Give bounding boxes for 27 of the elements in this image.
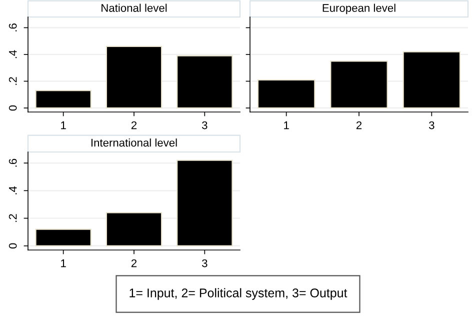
- x-tick-label: 2: [131, 121, 137, 130]
- x-tick-label: 1: [284, 121, 289, 130]
- chart-title: International level: [91, 138, 177, 147]
- y-tick-label: .2: [8, 77, 17, 85]
- chart-title: National level: [102, 4, 167, 12]
- y-tick-label: .2: [8, 214, 17, 222]
- y-tick-label: 0: [8, 105, 17, 111]
- bar: [35, 90, 92, 109]
- x-tick-label: 3: [202, 121, 208, 130]
- x-tick-label: 1: [61, 121, 66, 130]
- bar: [106, 212, 162, 246]
- x-tick-label: 2: [131, 259, 137, 268]
- bar: [106, 46, 162, 109]
- x-tick-label: 3: [202, 259, 208, 268]
- bar: [176, 160, 233, 246]
- text: 1= Input, 2= Political system, 3= Output: [130, 288, 348, 300]
- chart-title: European level: [322, 4, 396, 14]
- bar: [35, 228, 92, 246]
- x-tick-label: 1: [61, 259, 66, 268]
- y-tick-label: .4: [9, 50, 17, 58]
- y-tick-label: .6: [8, 158, 17, 167]
- y-tick-label: .6: [8, 24, 17, 32]
- y-tick-label: .4: [9, 186, 17, 194]
- x-tick-label: 2: [356, 121, 362, 130]
- y-tick-label: 0: [8, 243, 17, 249]
- bar: [176, 55, 233, 109]
- x-tick-label: 3: [429, 121, 434, 130]
